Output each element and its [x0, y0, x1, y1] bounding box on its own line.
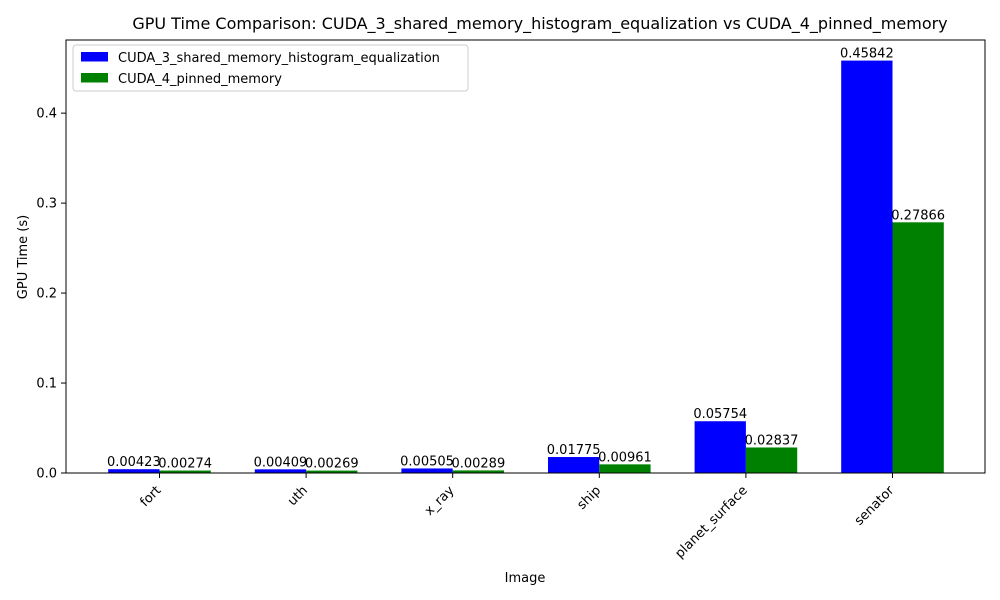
- bar-value-label: 0.00289: [451, 456, 505, 471]
- bar-cuda3-fort: [108, 469, 160, 473]
- bar-cuda4-planet_surface: [745, 447, 798, 473]
- legend-entry: CUDA_3_shared_memory_histogram_equalizat…: [118, 51, 440, 66]
- bar-cuda4-ship: [599, 464, 651, 473]
- bar-value-label: 0.01775: [547, 443, 601, 458]
- plot-area: 0.00423 0.00409 0.00505 0.01775 0.05754 0.458…: [36, 39, 986, 562]
- x-tick-label: ship: [575, 483, 605, 513]
- bar-cuda3-ship: [548, 457, 600, 473]
- bar-cuda3-uth: [254, 469, 307, 473]
- bar-cuda3-planet_surface: [694, 421, 746, 473]
- bar-value-label: 0.45842: [840, 47, 894, 62]
- y-tick-label: 0.0: [36, 467, 57, 482]
- x-axis-label: Image: [505, 571, 546, 586]
- bar-value-label: 0.00961: [598, 450, 652, 465]
- y-tick-label: 0.3: [36, 197, 57, 212]
- bar-cuda4-x_ray: [452, 470, 504, 473]
- bar-cuda4-fort: [159, 470, 211, 473]
- bar-value-label: 0.05754: [693, 407, 747, 422]
- bar-cuda3-x_ray: [401, 468, 453, 473]
- x-tick-label: planet_surface: [672, 483, 750, 561]
- bar-cuda4-uth: [306, 470, 358, 473]
- bar-value-label: 0.00274: [158, 457, 212, 472]
- y-tick-label: 0.1: [36, 377, 57, 392]
- legend-entry: CUDA_4_pinned_memory: [118, 72, 282, 87]
- bar-value-label: 0.00505: [400, 454, 454, 469]
- x-tick-label: senator: [852, 483, 898, 529]
- bar-value-label: 0.27866: [891, 208, 945, 223]
- x-tick-label: uth: [285, 483, 311, 509]
- bar-cuda4-senator: [892, 222, 944, 473]
- x-tick-label: x_ray: [422, 483, 458, 519]
- legend-swatch: [81, 52, 108, 62]
- y-axis-label: GPU Time (s): [16, 215, 31, 299]
- bar-cuda3-senator: [841, 60, 893, 473]
- y-tick-label: 0.2: [36, 287, 57, 302]
- legend-swatch: [81, 73, 108, 83]
- bar-value-label: 0.00423: [107, 455, 161, 470]
- x-tick-label: fort: [137, 483, 164, 510]
- y-tick-label: 0.4: [36, 107, 57, 122]
- axes-frame: [65, 39, 986, 474]
- legend: CUDA_3_shared_memory_histogram_equalizat…: [72, 44, 469, 92]
- bar-value-label: 0.00269: [305, 457, 359, 472]
- chart-title: GPU Time Comparison: CUDA_3_shared_memor…: [132, 14, 947, 34]
- bar-value-label: 0.00409: [254, 455, 308, 470]
- bar-value-label: 0.02837: [745, 433, 799, 448]
- legend-box: [72, 44, 469, 92]
